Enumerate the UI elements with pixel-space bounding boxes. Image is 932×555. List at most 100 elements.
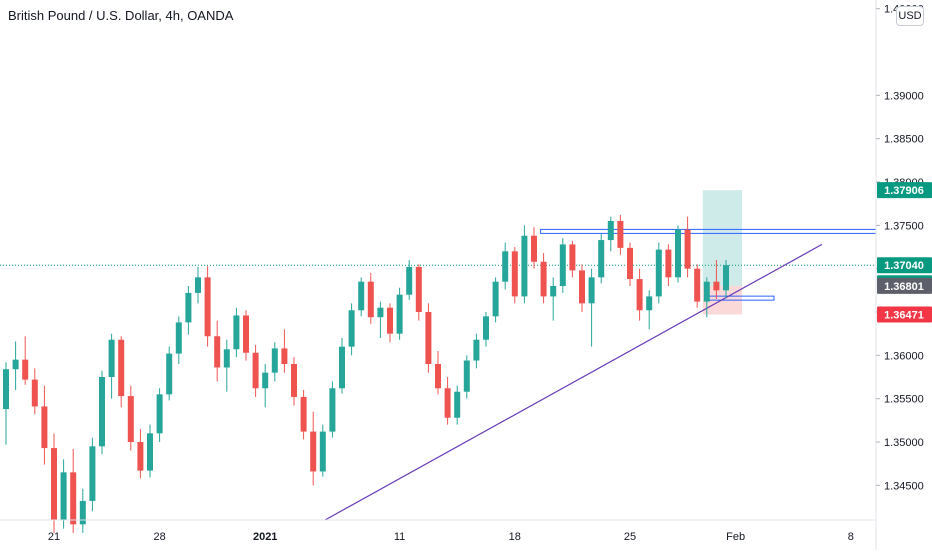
candle-body bbox=[559, 244, 566, 286]
candle-body bbox=[684, 229, 691, 269]
candle-body bbox=[204, 277, 211, 337]
entry-price-label-bg bbox=[877, 277, 932, 294]
candle-body bbox=[118, 339, 125, 397]
candle-body bbox=[22, 359, 29, 380]
candle-body bbox=[502, 251, 509, 282]
candle-body bbox=[387, 307, 393, 334]
x-tick-label: 2021 bbox=[253, 531, 277, 543]
candle-body bbox=[70, 472, 77, 525]
candle-body bbox=[79, 500, 86, 525]
take-profit-zone bbox=[702, 190, 742, 286]
candle-body bbox=[300, 396, 307, 432]
candle-body bbox=[406, 266, 413, 295]
candle-body bbox=[521, 235, 528, 297]
candle-body bbox=[147, 433, 153, 471]
candle-body bbox=[444, 388, 451, 418]
candle-body bbox=[252, 352, 259, 389]
candle-body bbox=[598, 240, 605, 278]
candle-body bbox=[435, 364, 441, 389]
candle-body bbox=[223, 349, 230, 368]
candle-body bbox=[175, 322, 182, 354]
candle-body bbox=[655, 249, 662, 297]
candle-body bbox=[3, 369, 9, 410]
ascending-trendline bbox=[324, 243, 823, 521]
candle-body bbox=[156, 394, 163, 434]
candle-body bbox=[665, 249, 672, 278]
candle-body bbox=[319, 431, 326, 472]
candle-body bbox=[195, 277, 201, 293]
candle-body bbox=[694, 268, 701, 302]
candle-body bbox=[166, 353, 173, 395]
candle-body bbox=[483, 316, 489, 340]
candle-body bbox=[31, 379, 38, 407]
candle-body bbox=[137, 442, 144, 471]
candle-body bbox=[425, 312, 432, 364]
candle-body bbox=[329, 388, 336, 432]
candle-body bbox=[569, 244, 576, 271]
y-tick-label: 1.36000 bbox=[884, 350, 924, 362]
candle-body bbox=[607, 221, 614, 241]
candle-body bbox=[12, 359, 19, 370]
candle-body bbox=[243, 315, 249, 353]
y-tick-label: 1.37500 bbox=[884, 220, 924, 232]
candle-body bbox=[531, 235, 537, 262]
entry-price-label: 1.36801 bbox=[884, 281, 924, 293]
candle-body bbox=[550, 286, 557, 297]
candle-body bbox=[463, 360, 470, 392]
x-tick-label: 18 bbox=[509, 531, 521, 543]
target-price-label: 1.37906 bbox=[884, 185, 924, 197]
candle-body bbox=[99, 377, 105, 447]
stop-price-label-bg bbox=[877, 306, 932, 323]
candle-body bbox=[713, 281, 720, 291]
candle-body bbox=[185, 292, 192, 323]
candle-body bbox=[627, 247, 633, 280]
candle-body bbox=[588, 277, 595, 304]
candle-body bbox=[127, 396, 134, 442]
x-tick-label: 25 bbox=[624, 531, 636, 543]
candle-body bbox=[636, 279, 643, 311]
candle-body bbox=[396, 294, 403, 334]
x-tick-label: 8 bbox=[848, 531, 854, 543]
candle-body bbox=[348, 310, 355, 347]
candle-body bbox=[214, 336, 221, 368]
candle-body bbox=[511, 251, 518, 297]
last-price-label-bg bbox=[877, 257, 932, 274]
candle-body bbox=[233, 315, 240, 350]
candle-body bbox=[291, 364, 297, 397]
x-tick-label: 28 bbox=[153, 531, 165, 543]
candle-body bbox=[89, 446, 96, 501]
candle-body bbox=[703, 281, 710, 302]
candle-body bbox=[262, 372, 269, 389]
candle-body bbox=[367, 281, 374, 318]
x-tick-label: 11 bbox=[394, 531, 405, 543]
y-tick-label: 1.34500 bbox=[884, 480, 924, 492]
candle-body bbox=[377, 307, 384, 318]
candle-body bbox=[41, 406, 48, 449]
candle-body bbox=[540, 261, 547, 297]
currency-button[interactable]: USD bbox=[896, 6, 924, 26]
candle-body bbox=[51, 448, 57, 520]
candle-body bbox=[675, 229, 681, 278]
last-price-label: 1.37040 bbox=[884, 260, 924, 272]
candle-body bbox=[579, 270, 585, 304]
candle-body bbox=[492, 281, 499, 317]
y-tick-label: 1.38500 bbox=[884, 134, 924, 146]
candle-body bbox=[646, 296, 653, 311]
candle-body bbox=[454, 391, 461, 418]
candle-body bbox=[358, 281, 365, 311]
candle-body bbox=[723, 265, 729, 291]
candle-body bbox=[281, 348, 288, 364]
candle-body bbox=[310, 431, 317, 472]
y-tick-label: 1.35500 bbox=[884, 394, 924, 406]
stop-price-label: 1.36471 bbox=[884, 310, 924, 322]
target-price-label-bg bbox=[877, 182, 932, 199]
x-tick-label: 21 bbox=[48, 531, 60, 543]
candle-body bbox=[271, 348, 278, 373]
y-tick-label: 1.35000 bbox=[884, 437, 924, 449]
candle-body bbox=[617, 221, 624, 248]
candle-body bbox=[473, 339, 480, 361]
candle-body bbox=[108, 339, 115, 377]
candle-body bbox=[60, 472, 67, 520]
